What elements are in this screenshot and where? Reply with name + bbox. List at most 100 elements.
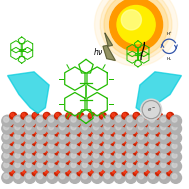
Circle shape	[122, 120, 129, 127]
Circle shape	[114, 142, 125, 153]
Text: H⁺: H⁺	[167, 32, 172, 36]
Circle shape	[2, 142, 13, 153]
Circle shape	[33, 121, 36, 124]
Circle shape	[111, 112, 118, 119]
Circle shape	[100, 0, 172, 60]
Circle shape	[168, 113, 171, 116]
Circle shape	[37, 163, 42, 168]
Circle shape	[44, 130, 48, 133]
Circle shape	[138, 125, 143, 130]
Circle shape	[125, 142, 137, 153]
Circle shape	[71, 163, 76, 168]
Circle shape	[159, 161, 170, 172]
Circle shape	[105, 117, 110, 122]
Circle shape	[123, 140, 126, 143]
Circle shape	[112, 130, 115, 133]
Circle shape	[55, 169, 61, 176]
Circle shape	[47, 172, 58, 183]
Circle shape	[148, 132, 159, 144]
Circle shape	[24, 123, 36, 134]
Circle shape	[60, 163, 65, 168]
Circle shape	[134, 149, 137, 152]
Circle shape	[13, 142, 24, 153]
Circle shape	[67, 130, 70, 133]
Circle shape	[69, 172, 81, 183]
Circle shape	[13, 123, 24, 134]
Circle shape	[170, 115, 181, 127]
Circle shape	[37, 117, 42, 122]
Circle shape	[78, 170, 81, 173]
Circle shape	[44, 149, 48, 152]
Circle shape	[114, 161, 125, 172]
Circle shape	[148, 142, 159, 153]
Circle shape	[133, 112, 140, 119]
Circle shape	[138, 153, 143, 158]
Circle shape	[43, 112, 50, 119]
Circle shape	[82, 144, 87, 149]
Circle shape	[167, 112, 174, 119]
Circle shape	[138, 144, 143, 149]
Circle shape	[144, 148, 151, 155]
Circle shape	[125, 172, 137, 183]
Circle shape	[156, 129, 162, 136]
Circle shape	[122, 129, 129, 136]
Circle shape	[156, 169, 162, 176]
Circle shape	[127, 117, 132, 122]
Circle shape	[32, 158, 39, 165]
Circle shape	[21, 112, 28, 119]
Circle shape	[134, 113, 137, 116]
Circle shape	[82, 125, 87, 130]
Circle shape	[116, 117, 121, 122]
Circle shape	[4, 134, 9, 139]
Circle shape	[88, 169, 95, 176]
Circle shape	[22, 149, 25, 152]
Circle shape	[58, 142, 69, 153]
Circle shape	[134, 159, 137, 162]
Circle shape	[170, 142, 181, 153]
Circle shape	[2, 115, 13, 127]
Circle shape	[22, 140, 25, 143]
Circle shape	[26, 134, 31, 139]
Circle shape	[22, 159, 25, 162]
Text: H₂: H₂	[167, 57, 172, 60]
Circle shape	[92, 142, 103, 153]
Circle shape	[69, 132, 81, 144]
Circle shape	[88, 120, 95, 127]
Circle shape	[60, 153, 65, 158]
Circle shape	[93, 174, 98, 179]
Circle shape	[111, 148, 118, 155]
Circle shape	[15, 125, 20, 130]
Circle shape	[49, 174, 54, 179]
Circle shape	[170, 132, 181, 144]
Circle shape	[125, 151, 137, 163]
Circle shape	[36, 172, 47, 183]
Circle shape	[138, 163, 143, 168]
Circle shape	[37, 125, 42, 130]
Circle shape	[149, 134, 155, 139]
Circle shape	[101, 159, 104, 162]
Circle shape	[112, 113, 115, 116]
Circle shape	[21, 169, 28, 176]
Circle shape	[112, 149, 115, 152]
Circle shape	[157, 159, 160, 162]
Circle shape	[146, 170, 149, 173]
Circle shape	[99, 120, 106, 127]
Circle shape	[67, 140, 70, 143]
Circle shape	[111, 139, 118, 146]
Circle shape	[138, 134, 143, 139]
Circle shape	[105, 125, 110, 130]
Circle shape	[99, 112, 106, 119]
Circle shape	[37, 134, 42, 139]
Circle shape	[99, 129, 106, 136]
Circle shape	[114, 151, 125, 163]
Circle shape	[148, 151, 159, 163]
Circle shape	[161, 153, 166, 158]
Circle shape	[44, 113, 48, 116]
Circle shape	[33, 170, 36, 173]
Circle shape	[60, 125, 65, 130]
Circle shape	[49, 117, 54, 122]
Circle shape	[168, 121, 171, 124]
Circle shape	[123, 113, 126, 116]
Circle shape	[114, 172, 125, 183]
Circle shape	[44, 140, 48, 143]
